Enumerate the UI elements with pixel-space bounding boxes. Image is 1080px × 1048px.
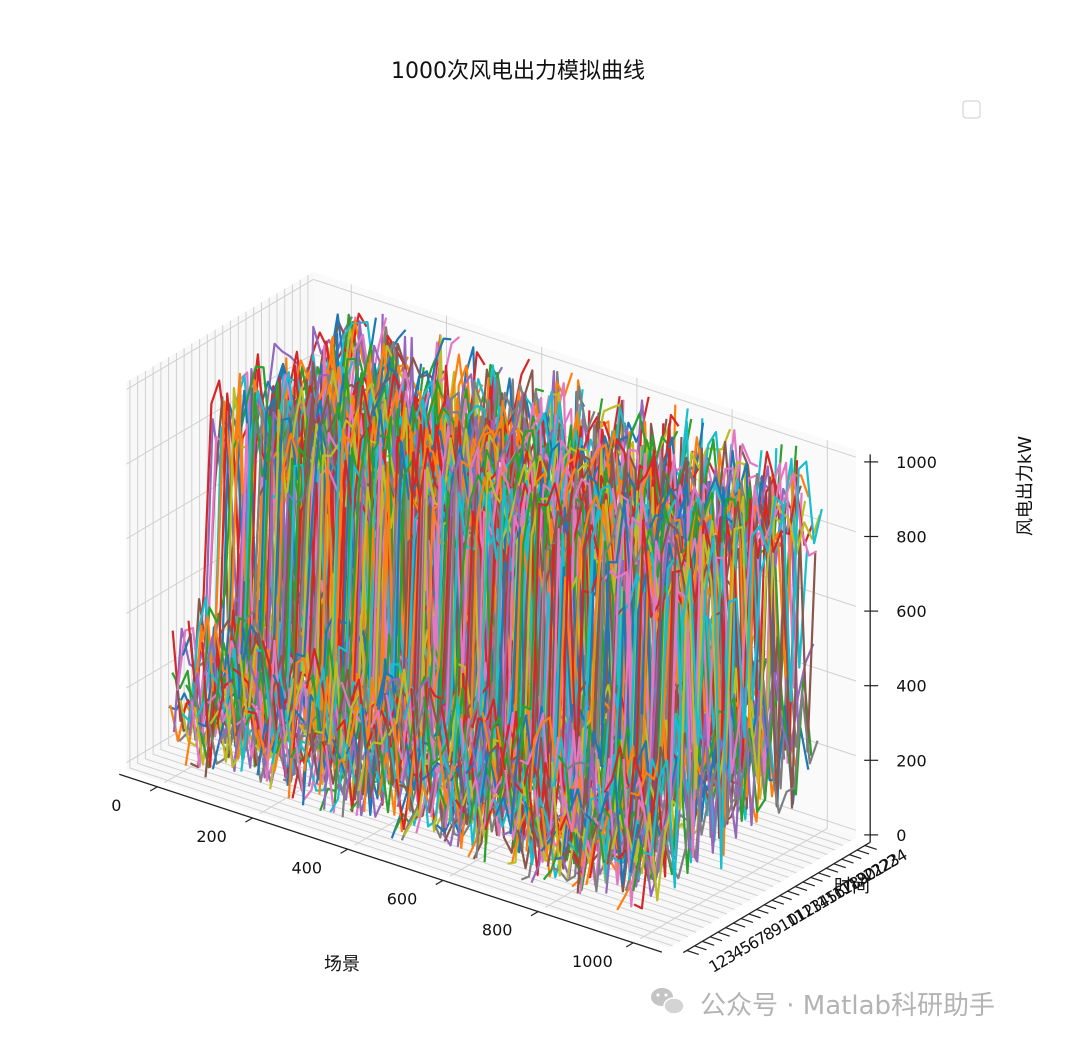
- series-line: [633, 487, 814, 910]
- z-tick-label: 400: [896, 677, 927, 696]
- y-tick: [810, 876, 823, 882]
- y-tick: [748, 913, 761, 919]
- z-axis-label: 风电出力kW: [1015, 436, 1036, 536]
- y-gridline: [152, 366, 696, 933]
- z-gridline: [126, 278, 857, 458]
- y-tick: [686, 949, 699, 955]
- series-line: [638, 679, 819, 885]
- x-axis-line: [119, 773, 663, 953]
- x-gridline: [640, 440, 828, 940]
- x-tick-label: 600: [387, 890, 418, 909]
- x-axis-label: 场景: [324, 954, 360, 975]
- x-tick-label: 0: [111, 796, 121, 815]
- chart-title: 1000次风电出力模拟曲线: [391, 59, 645, 84]
- z-tick-label: 600: [896, 602, 927, 621]
- y-tick: [833, 863, 846, 869]
- y-tick: [787, 890, 800, 896]
- y-axis-line: [682, 841, 871, 954]
- x-tick: [340, 848, 349, 854]
- series-line: [640, 496, 821, 902]
- y-tick: [725, 927, 738, 933]
- y-gridline: [137, 375, 681, 942]
- z-tick-label: 1000: [896, 453, 937, 472]
- x-tick-label: 400: [292, 858, 323, 877]
- axes-lines: [119, 454, 879, 955]
- x-tick: [435, 879, 444, 886]
- x-tick: [530, 911, 539, 917]
- series-lines: [168, 312, 823, 911]
- y-tick: [795, 886, 808, 892]
- wechat-icon: [651, 988, 685, 1015]
- x-tick: [149, 786, 158, 792]
- y-tick: [717, 931, 730, 937]
- y-tick: [733, 922, 746, 928]
- z-tick-label: 0: [896, 826, 906, 845]
- legend-box: [962, 100, 981, 119]
- y-tick: [818, 872, 831, 878]
- x-tick: [245, 817, 253, 823]
- x-tick-label: 200: [196, 827, 227, 846]
- y-tick: [825, 867, 839, 873]
- y-tick: [802, 881, 816, 887]
- z-tick-label: 200: [896, 751, 927, 770]
- y-tick: [756, 908, 769, 914]
- z-tick-label: 800: [896, 528, 927, 547]
- y-tick: [849, 854, 862, 860]
- y-tick: [771, 899, 785, 905]
- y-tick: [702, 940, 715, 946]
- series-line: [643, 460, 823, 889]
- watermark-text: 公众号 · Matlab科研助手: [700, 991, 995, 1021]
- y-tick: [841, 858, 854, 864]
- y-tick: [740, 917, 754, 924]
- y-tick: [764, 904, 777, 910]
- watermark: 公众号 · Matlab科研助手: [651, 988, 995, 1021]
- y-gridline: [129, 380, 673, 947]
- y-tick: [709, 936, 723, 942]
- y-tick: [694, 945, 707, 951]
- y-axis-label: 时间: [834, 876, 870, 897]
- x-tick-label: 1000: [572, 952, 613, 971]
- x-tick: [625, 942, 634, 948]
- y-tick: [856, 849, 870, 855]
- y-tick: [779, 895, 792, 901]
- y-gridline: [144, 370, 689, 938]
- x-tick-label: 800: [482, 921, 513, 940]
- y-tick: [864, 844, 877, 850]
- y-gridline: [160, 361, 704, 929]
